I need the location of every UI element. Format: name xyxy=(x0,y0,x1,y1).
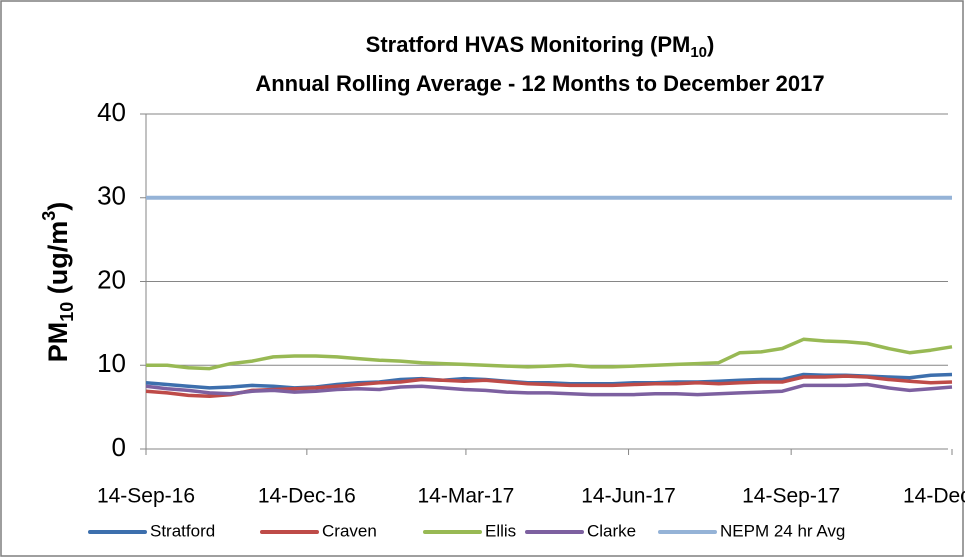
legend-label: Stratford xyxy=(150,521,215,540)
ylabel-subscript: 10 xyxy=(57,302,77,322)
x-tick-label: 14-Sep-16 xyxy=(97,485,195,508)
y-tick-label: 0 xyxy=(112,432,126,462)
title-text: ) xyxy=(707,32,714,57)
y-tick-label: 40 xyxy=(97,97,126,127)
title-text: Stratford HVAS Monitoring (PM xyxy=(366,32,691,57)
title-subscript: 10 xyxy=(690,44,707,61)
legend-label: Ellis xyxy=(485,521,516,540)
y-tick-label: 10 xyxy=(97,348,126,378)
x-tick-label: 14-Dec-17 xyxy=(903,485,965,508)
ylabel-text: PM xyxy=(43,322,73,363)
chart-title: Stratford HVAS Monitoring (PM10) xyxy=(366,32,715,61)
y-tick-label: 30 xyxy=(97,181,126,211)
x-tick-label: 14-Jun-17 xyxy=(581,485,676,508)
x-tick-label: 14-Mar-17 xyxy=(417,485,514,508)
y-tick-label: 20 xyxy=(97,264,126,294)
legend-label: Clarke xyxy=(587,521,636,540)
legend-label: NEPM 24 hr Avg xyxy=(720,521,845,540)
ylabel-text: (ug/m xyxy=(43,221,73,302)
series-line xyxy=(146,337,953,371)
chart-subtitle: Annual Rolling Average - 12 Months to De… xyxy=(255,71,824,96)
y-axis-label: PM10 (ug/m3) xyxy=(39,202,77,363)
series-line xyxy=(145,382,953,397)
ylabel-superscript: 3 xyxy=(39,211,59,221)
ylabel-text: ) xyxy=(43,202,73,211)
x-tick-label: 14-Sep-17 xyxy=(742,485,840,508)
x-tick-label: 14-Dec-16 xyxy=(258,485,356,508)
legend-label: Craven xyxy=(322,521,377,540)
